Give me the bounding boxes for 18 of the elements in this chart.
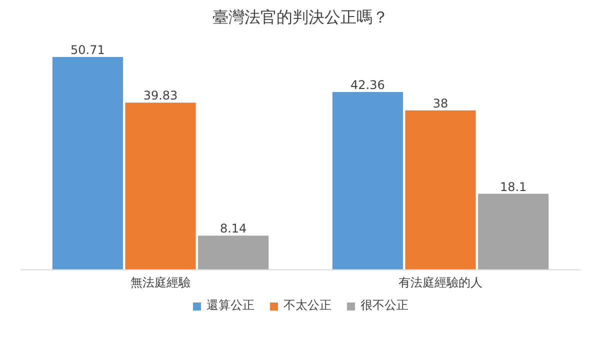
bar: [478, 194, 549, 270]
bar: [332, 92, 404, 270]
chart-title: 臺灣法官的判決公正嗎？: [212, 8, 388, 26]
bar: [125, 102, 196, 270]
bar: [198, 236, 269, 270]
data-label: 42.36: [350, 78, 385, 92]
legend-label: 還算公正: [206, 297, 254, 314]
data-label: 38: [432, 96, 448, 110]
legend-label: 不太公正: [284, 297, 332, 314]
bar: [405, 110, 476, 270]
x-tick-label: 有法庭經驗的人: [398, 276, 482, 290]
x-tick-label: 無法庭經驗: [130, 276, 190, 290]
data-label: 50.71: [70, 43, 105, 58]
bar: [52, 57, 124, 270]
data-label: 18.1: [500, 180, 527, 194]
legend-label: 很不公正: [360, 297, 408, 314]
data-label: 8.14: [220, 222, 247, 236]
data-label: 39.83: [143, 88, 178, 103]
